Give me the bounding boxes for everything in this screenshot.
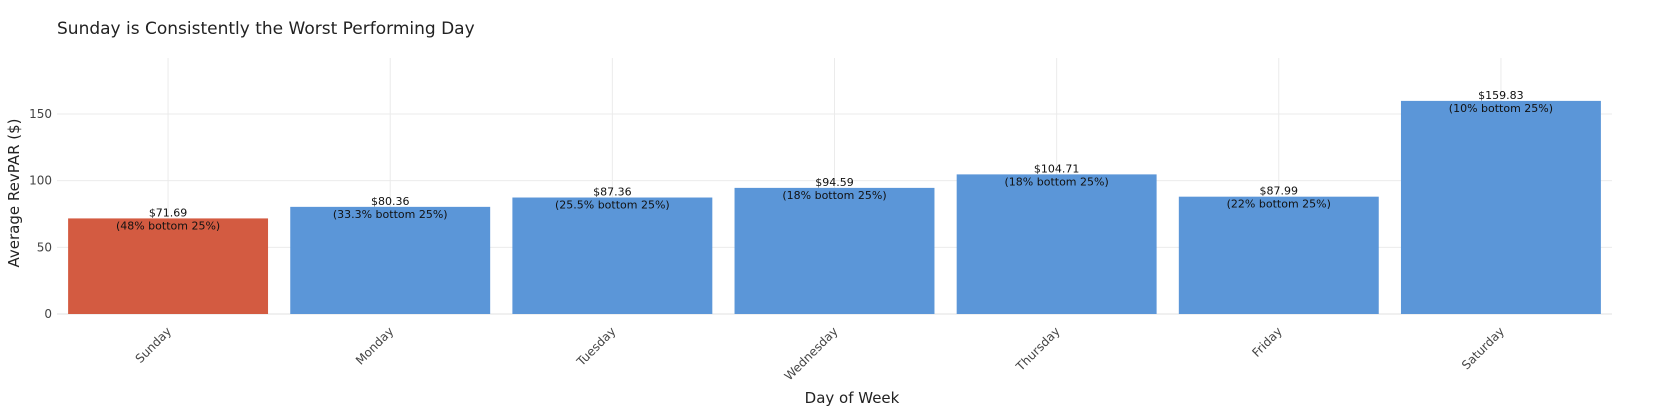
bar-sub-label: (10% bottom 25%): [1449, 102, 1553, 115]
bar-sub-label: (33.3% bottom 25%): [333, 208, 448, 221]
bar: [734, 187, 935, 314]
bar-value-label: $87.36: [593, 186, 632, 199]
bar-sub-label: (48% bottom 25%): [116, 219, 220, 232]
y-axis-ticks: 0 50 100 150: [29, 107, 52, 321]
y-tick-label: 0: [44, 307, 52, 321]
y-tick-label: 150: [29, 107, 52, 121]
bar-value-label: $159.83: [1478, 89, 1524, 102]
bar: [1400, 100, 1601, 314]
bar-sub-label: (18% bottom 25%): [1005, 175, 1109, 188]
bar-value-label: $80.36: [371, 195, 410, 208]
bar: [1178, 196, 1379, 314]
x-tick-label: Sunday: [133, 324, 175, 366]
y-tick-label: 50: [37, 240, 52, 254]
bar-sub-label: (18% bottom 25%): [782, 189, 886, 202]
x-tick-label: Friday: [1249, 324, 1285, 360]
x-axis-title: Day of Week: [805, 389, 900, 407]
x-tick-label: Thursday: [1013, 324, 1063, 374]
x-tick-label: Wednesday: [782, 324, 841, 383]
x-tick-label: Saturday: [1459, 324, 1507, 372]
bar-value-label: $71.69: [149, 206, 188, 219]
data-labels: $71.69(48% bottom 25%) $80.36(33.3% botto…: [116, 89, 1553, 233]
chart-title: Sunday is Consistently the Worst Perform…: [57, 19, 475, 39]
bar: [956, 174, 1157, 314]
bar-value-label: $87.99: [1260, 185, 1299, 198]
bar-sub-label: (25.5% bottom 25%): [555, 199, 670, 212]
y-axis-title: Average RevPAR ($): [5, 118, 23, 267]
bar: [512, 197, 713, 314]
bars: [68, 100, 1601, 314]
x-tick-label: Monday: [353, 324, 396, 367]
bar-value-label: $94.59: [815, 176, 854, 189]
bar-value-label: $104.71: [1034, 162, 1080, 175]
y-tick-label: 100: [29, 174, 52, 188]
bar: [290, 206, 491, 314]
x-axis-ticks: Sunday Monday Tuesday Wednesday Thursday Frid…: [133, 324, 1508, 383]
x-tick-label: Tuesday: [573, 324, 618, 369]
bar-sub-label: (22% bottom 25%): [1227, 198, 1331, 211]
bar: [68, 218, 269, 314]
